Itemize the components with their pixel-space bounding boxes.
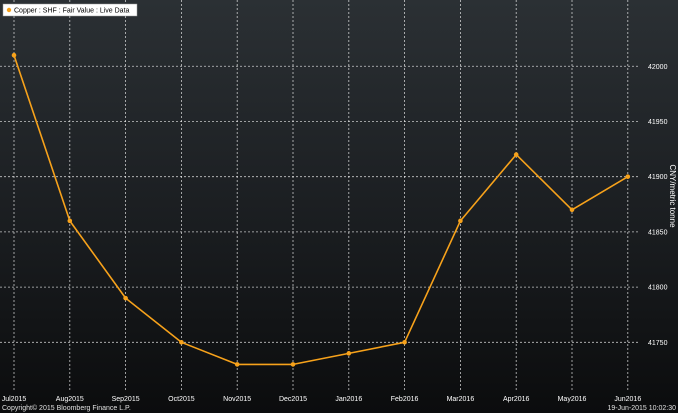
x-tick-label: Oct2015 <box>168 396 195 403</box>
y-tick-label: 41950 <box>648 119 668 126</box>
y-tick-labels: 41750 41800 41850 41900 41950 42000 <box>648 64 668 347</box>
legend-marker <box>6 7 12 13</box>
legend: Copper : SHF : Fair Value : Live Data <box>2 3 138 17</box>
x-tick-label: Dec2015 <box>279 396 307 403</box>
y-tick-label: 42000 <box>648 64 668 71</box>
x-tick-label: Jul2015 <box>2 396 27 403</box>
legend-label: Copper : SHF : Fair Value : Live Data <box>14 8 130 15</box>
x-tick-label: Feb2016 <box>391 396 419 403</box>
data-point <box>179 340 184 345</box>
data-point <box>513 152 519 157</box>
y-tick-label: 41800 <box>648 285 668 292</box>
x-tick-label: Jun2016 <box>614 396 641 403</box>
x-tick-label: Mar2016 <box>447 396 475 403</box>
data-point <box>402 340 407 345</box>
y-tick-label: 41850 <box>648 229 668 236</box>
data-point <box>569 207 575 213</box>
data-point <box>290 362 296 367</box>
data-point <box>346 351 352 356</box>
x-tick-label: Aug2015 <box>56 396 84 403</box>
data-point <box>67 218 73 224</box>
x-tick-label: Apr2016 <box>503 396 530 403</box>
data-point <box>234 362 240 367</box>
copyright-text: Copyright© 2015 Bloomberg Finance L.P. <box>2 404 131 412</box>
x-tick-labels: Jul2015 Aug2015 Sep2015 Oct2015 Nov2015 Dec20… <box>2 396 642 403</box>
series-line <box>13 54 629 366</box>
grid-layer <box>0 0 640 392</box>
series-layer <box>11 52 631 367</box>
x-tick-label: Jan2016 <box>335 396 362 403</box>
legend-box <box>2 3 138 17</box>
data-point <box>458 218 463 224</box>
timestamp-text: 19-Jun-2015 10:02:30 <box>608 405 677 412</box>
y-tick-label: 41900 <box>648 174 668 181</box>
x-tick-label: May2016 <box>558 396 587 403</box>
data-point <box>11 52 17 58</box>
y-axis-title: CNY/metric tonne <box>668 164 677 228</box>
data-point <box>625 174 631 179</box>
x-tick-label: Nov2015 <box>223 396 251 403</box>
x-tick-label: Sep2015 <box>112 396 140 403</box>
y-tick-label: 41750 <box>648 340 668 347</box>
data-point <box>123 295 128 301</box>
